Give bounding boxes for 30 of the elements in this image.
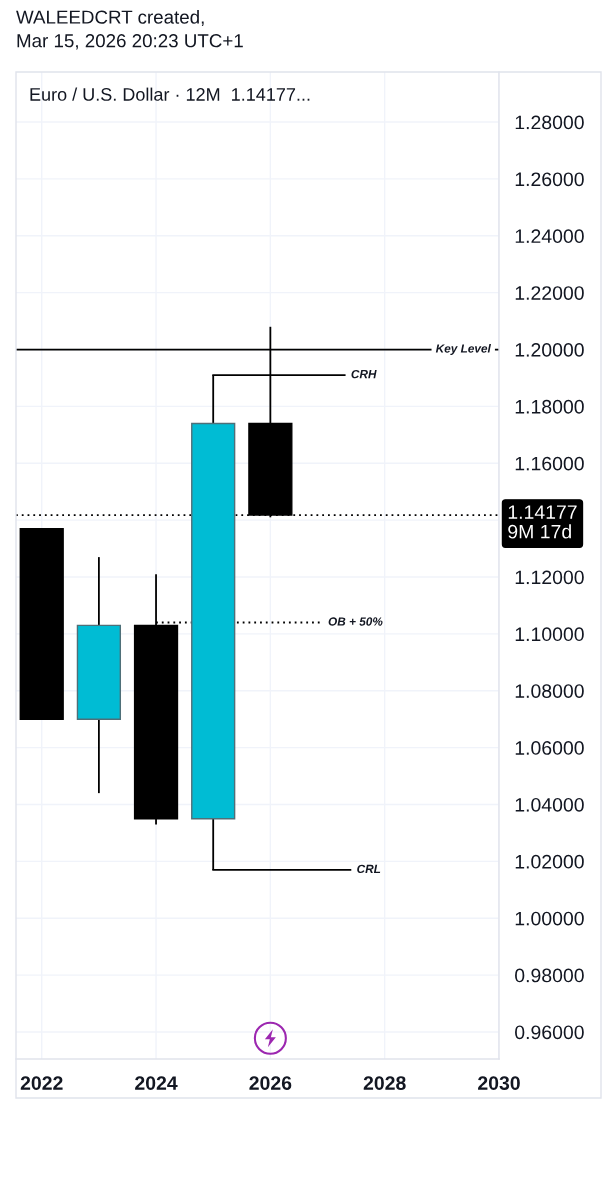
y-tick-label: 1.22000 (515, 286, 584, 300)
y-tick-label: 1.02000 (515, 854, 584, 869)
series-label: OB + 50% (328, 617, 383, 626)
ref-line-label: Key Level (435, 344, 491, 356)
y-tick-label: 1.04000 (515, 797, 584, 812)
y-tick-label: 1.28000 (515, 115, 584, 130)
text: WALEEDCRT created, Mar 15, 2026 20:23 UTC+1 (16, 10, 243, 50)
y-tick-label: 1.12000 (515, 570, 584, 585)
x-tick-label: 2026 (249, 1076, 292, 1090)
ref-line-label: 1.14177 9M 17d (508, 505, 577, 539)
y-tick-label: 1.24000 (515, 229, 584, 244)
y-tick-label: 1.00000 (515, 911, 584, 926)
y-tick-label: 1.18000 (515, 399, 584, 414)
y-tick-label: 0.98000 (515, 968, 584, 983)
y-tick-label: 1.10000 (515, 627, 584, 642)
x-tick-label: 2028 (363, 1076, 406, 1090)
y-tick-label: 1.06000 (515, 741, 584, 755)
x-tick-label: 2022 (20, 1076, 63, 1090)
text: Euro / U.S. Dollar · 12M 1.14177... (30, 87, 310, 101)
candlestick (19, 527, 64, 720)
series-label: CRL (357, 864, 381, 874)
y-tick-label: 1.26000 (515, 172, 584, 187)
x-tick-label: 2030 (478, 1076, 520, 1090)
y-tick-label: 1.16000 (515, 456, 584, 471)
y-tick-label: 1.08000 (515, 684, 584, 698)
x-tick-label: 2024 (135, 1076, 178, 1090)
y-tick-label: 0.96000 (515, 1025, 584, 1040)
series-label: CRH (351, 369, 377, 379)
y-tick-label: 1.20000 (515, 343, 584, 357)
candlestick (76, 556, 122, 795)
